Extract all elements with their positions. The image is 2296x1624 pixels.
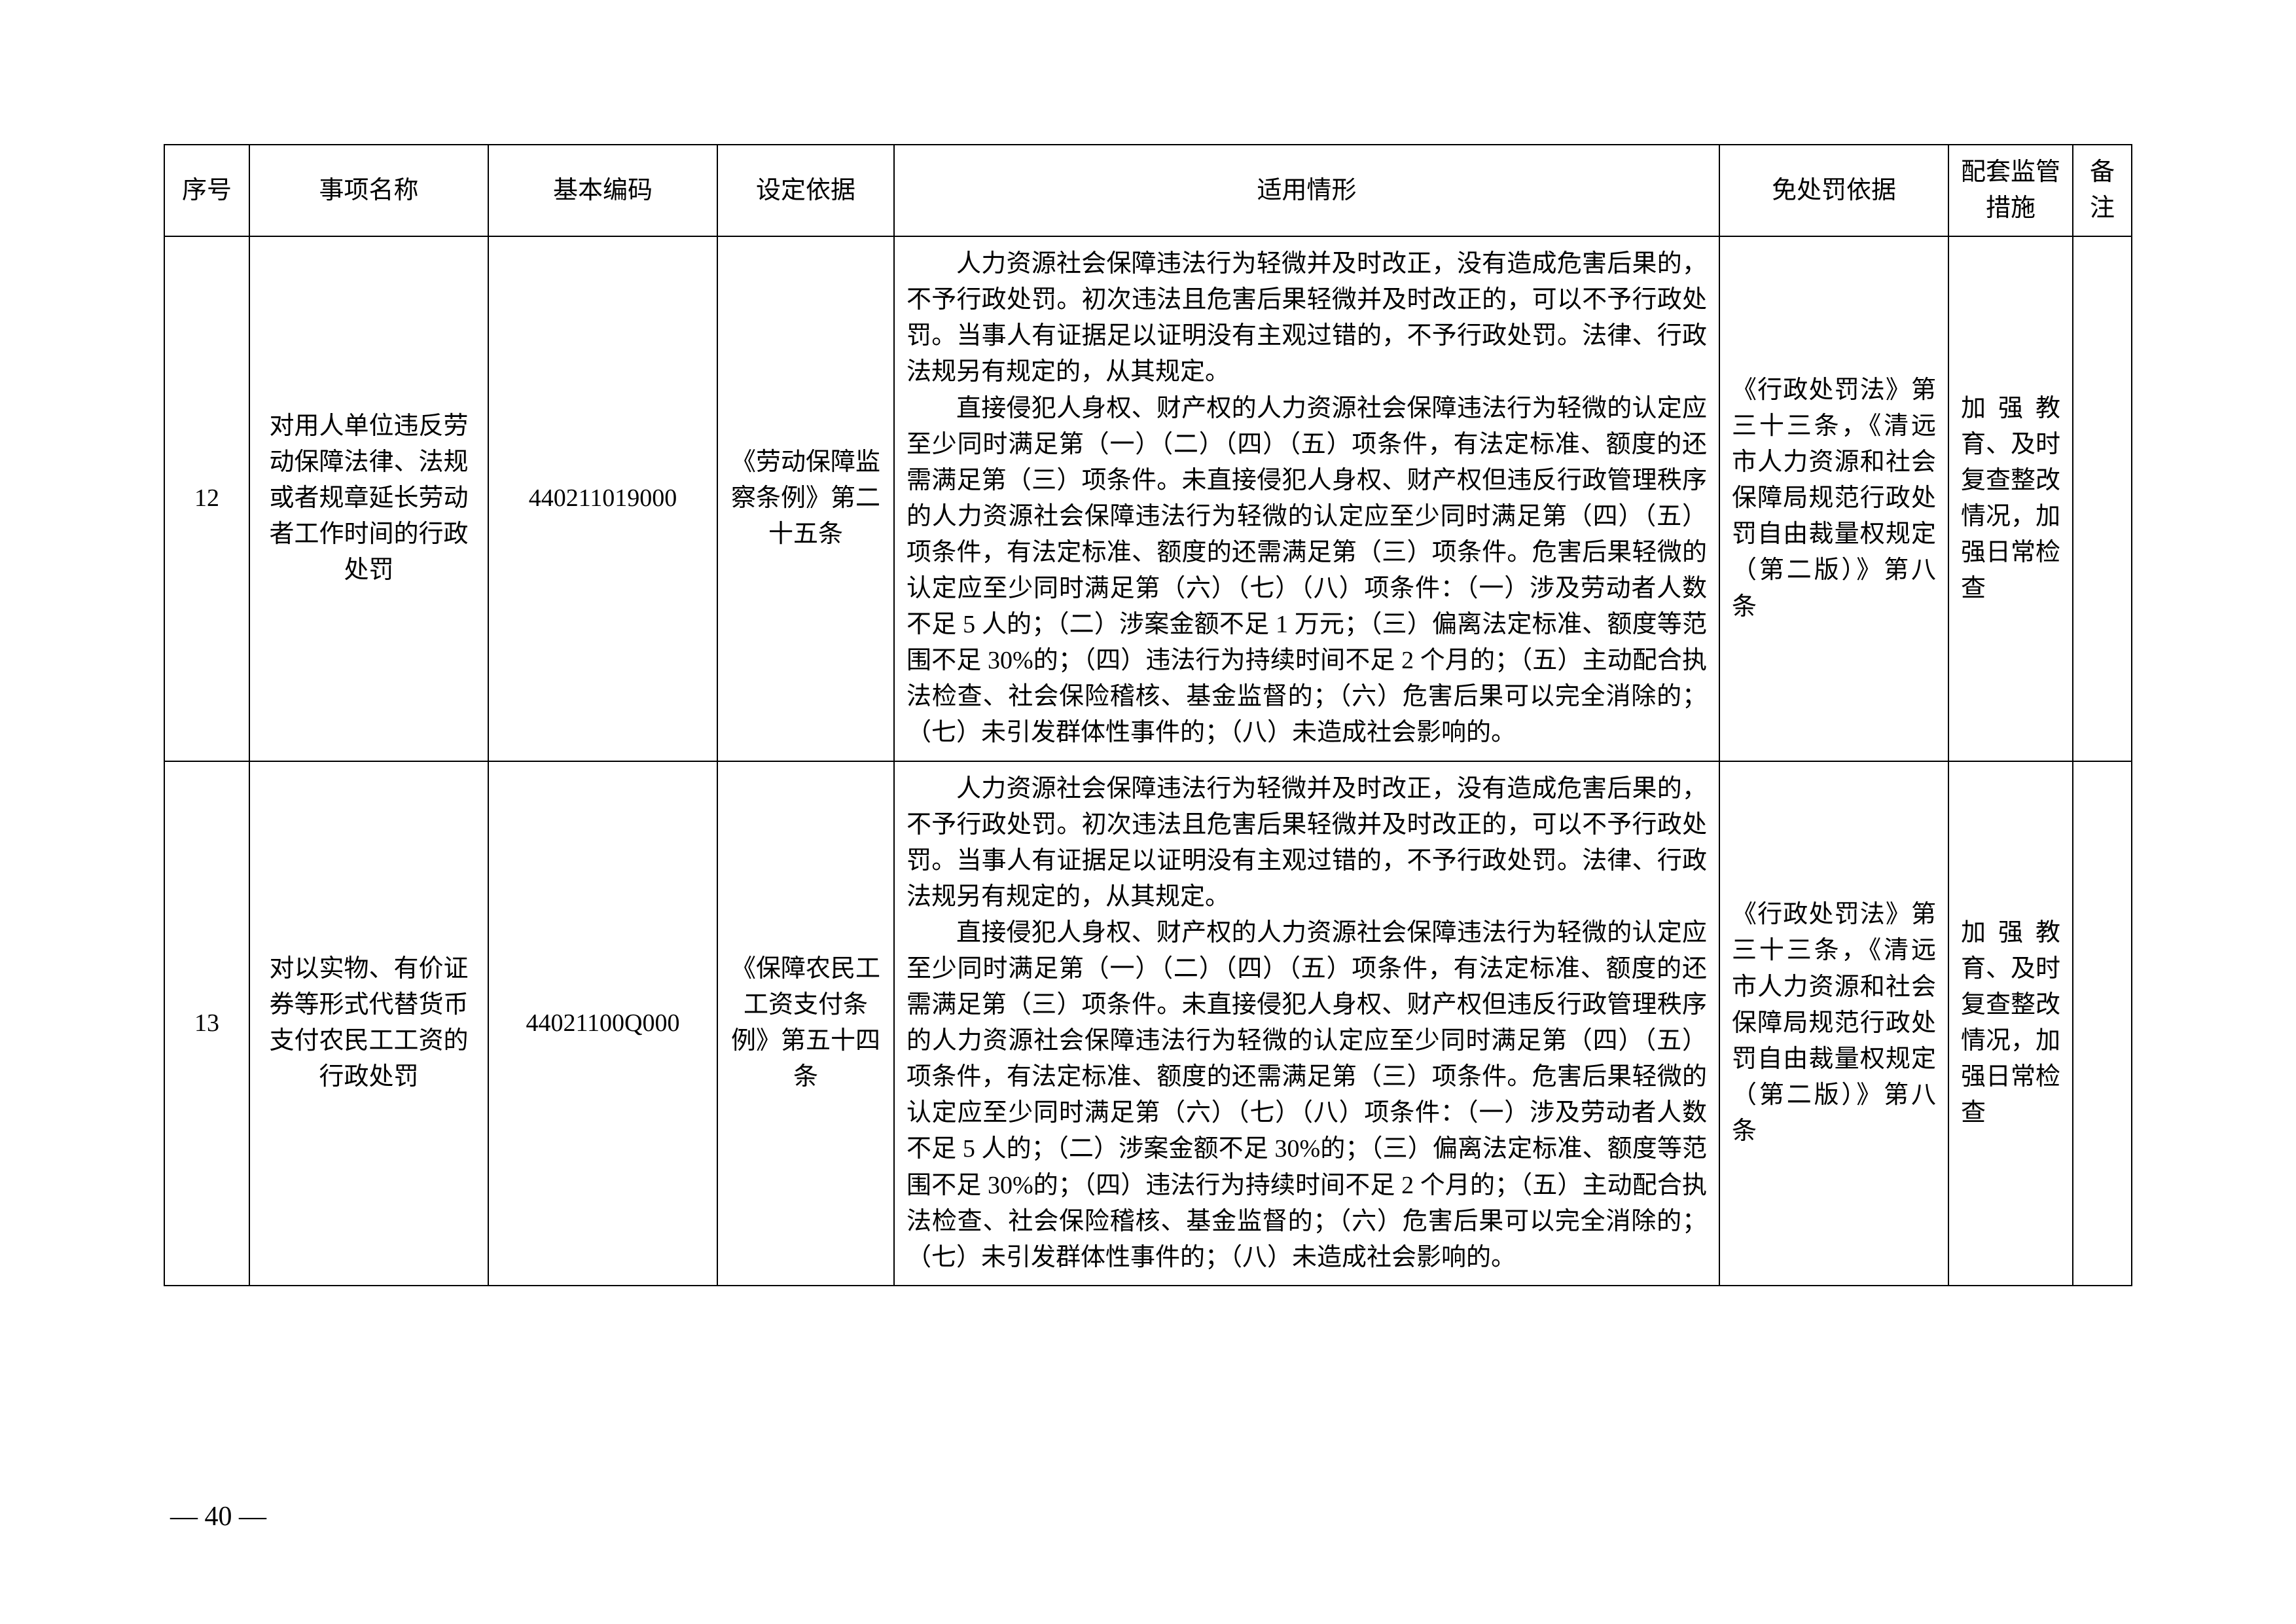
cell-measure: 加强教育、及时复查整改情况，加强日常检查: [1948, 761, 2073, 1286]
header-note: 备注: [2073, 145, 2132, 236]
header-code: 基本编码: [488, 145, 717, 236]
cell-num: 12: [164, 236, 249, 761]
cell-note: [2073, 761, 2132, 1286]
cell-measure: 加强教育、及时复查整改情况，加强日常检查: [1948, 236, 2073, 761]
header-xuhao: 序号: [164, 145, 249, 236]
situation-paragraph-1: 人力资源社会保障违法行为轻微并及时改正，没有造成危害后果的，不予行政处罚。初次违…: [906, 246, 1707, 390]
cell-exempt: 《行政处罚法》第三十三条，《清远市人力资源和社会保障局规范行政处罚自由裁量权规定…: [1719, 761, 1948, 1286]
table-row: 13 对以实物、有价证券等形式代替货币支付农民工工资的行政处罚 44021100…: [164, 761, 2132, 1286]
cell-name: 对以实物、有价证券等形式代替货币支付农民工工资的行政处罚: [249, 761, 488, 1286]
cell-exempt: 《行政处罚法》第三十三条，《清远市人力资源和社会保障局规范行政处罚自由裁量权规定…: [1719, 236, 1948, 761]
cell-basis: 《劳动保障监察条例》第二十五条: [717, 236, 894, 761]
cell-code: 44021100Q000: [488, 761, 717, 1286]
cell-situation: 人力资源社会保障违法行为轻微并及时改正，没有造成危害后果的，不予行政处罚。初次违…: [894, 236, 1719, 761]
situation-paragraph-2: 直接侵犯人身权、财产权的人力资源社会保障违法行为轻微的认定应至少同时满足第（一）…: [906, 915, 1707, 1276]
cell-code: 440211019000: [488, 236, 717, 761]
page: 序号 事项名称 基本编码 设定依据 适用情形 免处罚依据 配套监管措施 备注 1…: [0, 0, 2296, 1624]
header-measure: 配套监管措施: [1948, 145, 2073, 236]
cell-note: [2073, 236, 2132, 761]
main-table: 序号 事项名称 基本编码 设定依据 适用情形 免处罚依据 配套监管措施 备注 1…: [164, 144, 2132, 1286]
cell-name: 对用人单位违反劳动保障法律、法规或者规章延长劳动者工作时间的行政处罚: [249, 236, 488, 761]
table-row: 12 对用人单位违反劳动保障法律、法规或者规章延长劳动者工作时间的行政处罚 44…: [164, 236, 2132, 761]
page-number: — 40 —: [170, 1501, 266, 1532]
header-situation: 适用情形: [894, 145, 1719, 236]
cell-situation: 人力资源社会保障违法行为轻微并及时改正，没有造成危害后果的，不予行政处罚。初次违…: [894, 761, 1719, 1286]
header-exempt: 免处罚依据: [1719, 145, 1948, 236]
header-name: 事项名称: [249, 145, 488, 236]
situation-paragraph-2: 直接侵犯人身权、财产权的人力资源社会保障违法行为轻微的认定应至少同时满足第（一）…: [906, 391, 1707, 751]
header-basis: 设定依据: [717, 145, 894, 236]
table-header-row: 序号 事项名称 基本编码 设定依据 适用情形 免处罚依据 配套监管措施 备注: [164, 145, 2132, 236]
cell-num: 13: [164, 761, 249, 1286]
situation-paragraph-1: 人力资源社会保障违法行为轻微并及时改正，没有造成危害后果的，不予行政处罚。初次违…: [906, 771, 1707, 915]
cell-basis: 《保障农民工工资支付条例》第五十四条: [717, 761, 894, 1286]
